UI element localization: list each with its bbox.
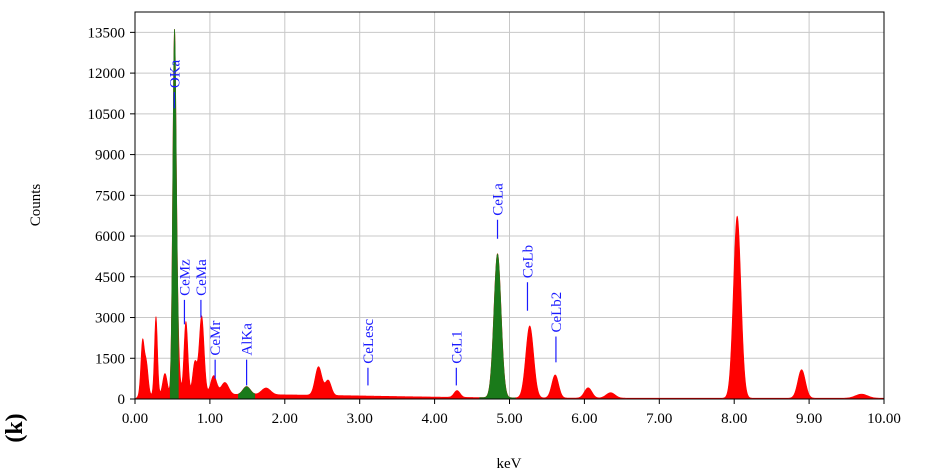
identified-peak-area (169, 29, 179, 400)
y-tick-label: 0 (118, 392, 126, 408)
y-tick-label: 7500 (95, 188, 125, 204)
peak-label: OKa (167, 59, 183, 88)
y-tick-label: 4500 (95, 270, 125, 286)
x-tick-label: 3.00 (347, 411, 373, 427)
identified-peak-area (479, 253, 516, 400)
x-tick-label: 4.00 (421, 411, 447, 427)
x-tick-label: 7.00 (646, 411, 672, 427)
x-tick-label: 8.00 (721, 411, 747, 427)
peak-label: CeL1 (449, 330, 465, 363)
x-tick-label: 0.00 (122, 411, 148, 427)
panel-label: (k) (2, 413, 28, 442)
spectrum-series (134, 29, 885, 400)
peak-label: CeMa (194, 259, 210, 296)
x-tick-label: 6.00 (571, 411, 597, 427)
y-tick-label: 9000 (95, 148, 125, 164)
y-axis-ticks: 0 1500 3000 4500 6000 7500 9000 10500 12000 13500 (88, 25, 135, 408)
peak-label: CeMz (177, 259, 193, 296)
x-tick-label: 10.00 (867, 411, 901, 427)
y-tick-label: 10500 (88, 107, 126, 123)
x-axis-title: keV (497, 456, 522, 472)
x-tick-label: 1.00 (197, 411, 223, 427)
y-tick-label: 1500 (95, 351, 125, 367)
peak-label: CeLa (491, 183, 507, 216)
y-tick-label: 12000 (88, 66, 126, 82)
identified-peak-area (238, 386, 256, 400)
x-tick-label: 2.00 (272, 411, 298, 427)
peak-label: CeMr (208, 321, 224, 356)
peak-annotations: OKa CeMz CeMa CeMr AlKa CeLesc CeL1 CeLa CeLb CeL… (167, 59, 565, 386)
x-tick-label: 5.00 (496, 411, 522, 427)
y-axis-title: Counts (28, 184, 44, 227)
peak-label: CeLb (520, 245, 536, 278)
y-tick-label: 3000 (95, 311, 125, 327)
peak-label: CeLesc (361, 318, 377, 363)
peak-label: CeLb2 (549, 292, 565, 333)
x-tick-label: 9.00 (796, 411, 822, 427)
y-tick-label: 6000 (95, 229, 125, 245)
peak-label: AlKa (240, 323, 256, 356)
x-axis-ticks: 0.00 1.00 2.00 3.00 4.00 5.00 6.00 7.00 8.00 9.00… (122, 399, 901, 427)
y-tick-label: 13500 (88, 25, 126, 41)
